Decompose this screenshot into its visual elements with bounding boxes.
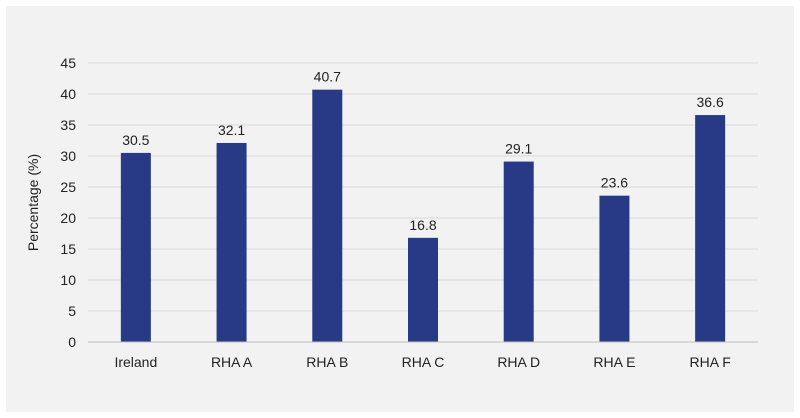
bar (503, 161, 534, 342)
y-tick-label: 30 (60, 148, 76, 164)
bar (312, 89, 343, 342)
bar (216, 142, 247, 342)
data-label: 36.6 (697, 94, 724, 110)
x-tick-label: RHA F (690, 354, 731, 370)
bar (599, 195, 630, 342)
bar (695, 115, 726, 342)
y-tick-label: 5 (68, 303, 76, 319)
y-tick-label: 15 (60, 241, 76, 257)
data-label: 29.1 (505, 141, 532, 157)
bar (120, 152, 151, 342)
x-axis-ticks: Ireland RHA A RHA B RHA C RHA D RHA E RHA F (114, 354, 730, 370)
y-tick-label: 45 (60, 55, 76, 71)
data-label: 40.7 (314, 69, 341, 85)
data-label: 30.5 (122, 132, 149, 148)
data-label: 16.8 (409, 217, 436, 233)
bar (408, 237, 438, 342)
x-tick-label: RHA D (497, 354, 540, 370)
data-labels: 30.5 32.1 40.7 16.8 29.1 23.6 36.6 (122, 69, 724, 233)
x-tick-label: RHA A (211, 354, 253, 370)
y-tick-label: 0 (68, 334, 76, 350)
y-axis-ticks: 0 5 10 15 20 25 30 35 40 45 (60, 55, 76, 350)
data-label: 23.6 (601, 175, 628, 191)
y-tick-label: 35 (60, 117, 76, 133)
data-label: 32.1 (218, 122, 245, 138)
y-tick-label: 10 (60, 272, 76, 288)
x-tick-label: RHA E (593, 354, 635, 370)
y-axis-label: Percentage (%) (25, 154, 41, 251)
y-tick-label: 20 (60, 210, 76, 226)
y-tick-label: 40 (60, 86, 76, 102)
x-tick-label: RHA C (402, 354, 445, 370)
x-tick-label: RHA B (306, 354, 348, 370)
bars (120, 89, 726, 342)
y-tick-label: 25 (60, 179, 76, 195)
x-tick-label: Ireland (114, 354, 157, 370)
